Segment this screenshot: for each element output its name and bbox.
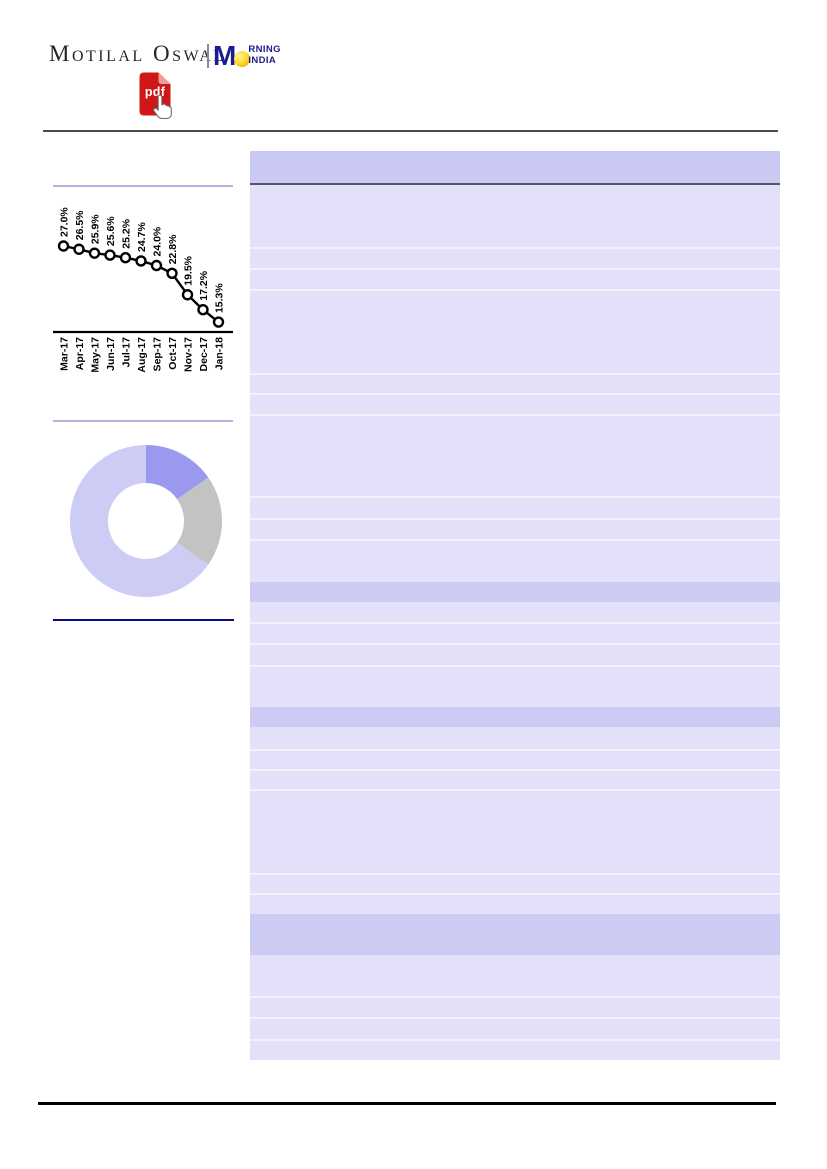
motilal-oswal-logo: Motilal Oswal bbox=[49, 41, 226, 66]
svg-text:Sep-17: Sep-17 bbox=[152, 337, 164, 372]
svg-text:May-17: May-17 bbox=[90, 337, 102, 373]
table-row bbox=[250, 496, 780, 518]
svg-text:19.5%: 19.5% bbox=[182, 255, 194, 285]
shareholding-trend-line-chart: 27.0% 26.5% 25.9% 25.6% 25.2% 24.7% 24.0% 22.8%… bbox=[53, 188, 233, 388]
table-row bbox=[250, 1039, 780, 1060]
chart-divider-middle bbox=[53, 420, 233, 422]
table-row bbox=[250, 665, 780, 707]
svg-text:Oct-17: Oct-17 bbox=[167, 337, 179, 370]
table-header-row bbox=[250, 151, 780, 185]
sun-icon bbox=[234, 51, 251, 67]
svg-text:26.5%: 26.5% bbox=[74, 210, 86, 240]
table-row bbox=[250, 518, 780, 539]
table-row bbox=[250, 539, 780, 582]
table-row bbox=[250, 185, 780, 247]
pdf-download-button[interactable]: pdf bbox=[139, 72, 185, 124]
table-row bbox=[250, 373, 780, 393]
table-row bbox=[250, 393, 780, 414]
svg-text:25.9%: 25.9% bbox=[89, 214, 101, 244]
financials-table bbox=[250, 151, 780, 1060]
svg-text:Jul-17: Jul-17 bbox=[121, 337, 133, 368]
morning-logo-m: M bbox=[213, 40, 237, 71]
table-row bbox=[250, 893, 780, 914]
svg-text:24.7%: 24.7% bbox=[136, 222, 148, 252]
svg-text:27.0%: 27.0% bbox=[58, 207, 70, 237]
svg-text:25.2%: 25.2% bbox=[120, 218, 132, 248]
table-row bbox=[250, 873, 780, 893]
table-section-band bbox=[250, 582, 780, 602]
svg-text:Mar-17: Mar-17 bbox=[59, 337, 71, 371]
table-row bbox=[250, 289, 780, 373]
svg-text:Nov-17: Nov-17 bbox=[183, 337, 195, 372]
chart-divider-top bbox=[53, 185, 233, 187]
svg-text:Jan-18: Jan-18 bbox=[214, 337, 226, 370]
svg-text:22.8%: 22.8% bbox=[167, 234, 179, 264]
svg-text:15.3%: 15.3% bbox=[213, 283, 225, 313]
morning-logo-line2: INDIA bbox=[248, 55, 277, 66]
table-row bbox=[250, 602, 780, 622]
table-row bbox=[250, 769, 780, 789]
svg-text:17.2%: 17.2% bbox=[198, 270, 210, 300]
bottom-divider bbox=[38, 1102, 776, 1105]
logo-separator bbox=[207, 44, 209, 68]
chart-divider-navy bbox=[53, 619, 234, 622]
shareholding-breakup-donut-chart bbox=[66, 441, 226, 601]
table-row bbox=[250, 996, 780, 1017]
svg-text:Aug-17: Aug-17 bbox=[136, 337, 148, 373]
top-divider bbox=[43, 130, 778, 132]
morning-logo-line1: RNING bbox=[248, 44, 281, 56]
table-row bbox=[250, 1017, 780, 1039]
morningstar-india-logo: M RNING INDIA bbox=[213, 42, 281, 70]
table-row bbox=[250, 955, 780, 996]
hand-cursor-icon bbox=[153, 95, 172, 120]
table-row bbox=[250, 749, 780, 769]
table-row bbox=[250, 247, 780, 268]
table-row bbox=[250, 727, 780, 749]
table-section-band bbox=[250, 914, 780, 955]
table-row bbox=[250, 789, 780, 873]
svg-text:25.6%: 25.6% bbox=[105, 216, 117, 246]
table-row bbox=[250, 414, 780, 496]
table-section-band bbox=[250, 707, 780, 727]
table-row bbox=[250, 622, 780, 643]
svg-text:24.0%: 24.0% bbox=[151, 226, 163, 256]
table-row bbox=[250, 268, 780, 289]
svg-text:Apr-17: Apr-17 bbox=[74, 337, 86, 370]
svg-text:Dec-17: Dec-17 bbox=[198, 337, 210, 372]
svg-text:Jun-17: Jun-17 bbox=[105, 337, 117, 371]
table-row bbox=[250, 643, 780, 665]
